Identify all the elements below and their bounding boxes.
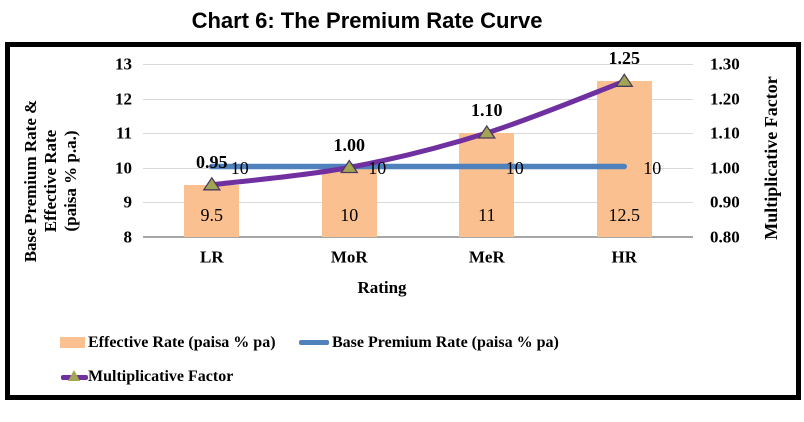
x-axis-line — [143, 235, 693, 238]
base-rate-value-label: 10 — [368, 157, 387, 178]
right-axis-tick: 1.10 — [710, 123, 740, 143]
factor-value-label: 1.10 — [471, 100, 503, 120]
legend-label-multiplicative-factor: Multiplicative Factor — [88, 368, 234, 385]
category-label-HR: HR — [611, 247, 638, 267]
x-axis-title: Rating — [357, 278, 407, 297]
base-rate-value-label: 10 — [643, 157, 662, 178]
left-axis-title-line3: (paisa % p.a.) — [61, 130, 80, 232]
right-axis-tick: 0.80 — [710, 227, 740, 246]
left-axis-title-line1: Base Premium Rate & — [21, 99, 40, 263]
left-axis-tick: 11 — [115, 123, 132, 143]
right-axis-tick: 1.20 — [710, 89, 740, 108]
bar-value-label: 12.5 — [608, 205, 641, 225]
left-axis-title-line2: Effective Rate — [41, 129, 60, 233]
legend-label-base-premium: Base Premium Rate (paisa % pa) — [332, 334, 559, 351]
base-rate-value-label: 10 — [230, 157, 249, 178]
right-axis-tick: 1.30 — [710, 54, 740, 74]
gridline — [143, 202, 693, 203]
factor-value-label: 0.95 — [196, 151, 228, 172]
factor-value-label: 1.00 — [333, 134, 366, 155]
left-axis-tick: 13 — [115, 54, 132, 74]
category-label-LR: LR — [199, 247, 224, 267]
right-axis-title: Multiplicative Factor — [761, 76, 781, 240]
factor-value-label: 1.25 — [608, 48, 641, 69]
category-label-MeR: MeR — [468, 247, 505, 267]
left-axis-tick: 8 — [123, 227, 133, 246]
left-axis-tick: 12 — [115, 89, 132, 108]
bar-value-label: 11 — [478, 205, 496, 225]
right-axis-tick: 0.90 — [710, 192, 740, 212]
line-swatch-icon — [299, 340, 329, 345]
left-axis-tick: 9 — [123, 192, 133, 212]
base-rate-value-label: 10 — [505, 157, 524, 178]
category-label-MoR: MoR — [330, 247, 368, 267]
bar-value-label: 9.5 — [200, 205, 224, 225]
left-axis-tick: 10 — [115, 158, 132, 177]
right-axis-tick: 1.00 — [710, 158, 740, 177]
chart-title: Chart 6: The Premium Rate Curve — [191, 8, 543, 33]
bar-MoR — [321, 167, 377, 237]
bar-LR — [184, 184, 240, 237]
gridline — [143, 64, 693, 65]
bar-value-label: 10 — [340, 205, 359, 225]
legend-label-effective-rate: Effective Rate (paisa % pa) — [88, 334, 276, 351]
triangle-marker-icon — [68, 370, 80, 381]
left-axis-title: Base Premium Rate & Effective Rate (pais… — [21, 31, 83, 331]
bar-swatch-icon — [60, 337, 85, 348]
